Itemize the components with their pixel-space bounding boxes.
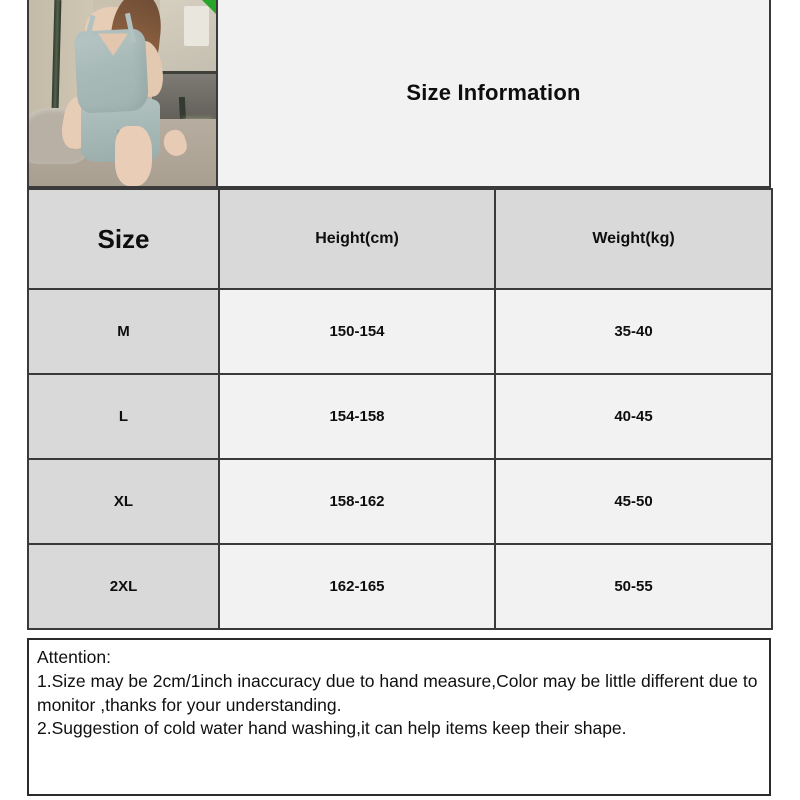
attention-block: Attention: 1.Size may be 2cm/1inch inacc…	[27, 638, 771, 796]
column-header-height: Height(cm)	[218, 188, 496, 290]
cell-size: XL	[27, 458, 220, 545]
table-row: 2XL 162-165 50-55	[27, 543, 773, 630]
page-title: Size Information	[406, 80, 581, 105]
column-header-weight: Weight(kg)	[494, 188, 773, 290]
cell-height: 158-162	[218, 458, 496, 545]
column-header-size: Size	[27, 188, 220, 290]
table-header-row: Size Height(cm) Weight(kg)	[27, 188, 773, 290]
cell-weight: 35-40	[494, 288, 773, 375]
product-photo-image	[29, 0, 216, 186]
attention-note-1: 1.Size may be 2cm/1inch inaccuracy due t…	[37, 671, 758, 715]
product-photo	[27, 0, 218, 188]
size-table: Size Height(cm) Weight(kg) M 150-154 35-…	[27, 188, 773, 630]
cell-height: 162-165	[218, 543, 496, 630]
table-row: L 154-158 40-45	[27, 373, 773, 460]
cell-size: 2XL	[27, 543, 220, 630]
attention-note-2: 2.Suggestion of cold water hand washing,…	[37, 717, 627, 738]
cell-weight: 45-50	[494, 458, 773, 545]
cell-weight: 40-45	[494, 373, 773, 460]
cell-weight: 50-55	[494, 543, 773, 630]
corner-flag-icon	[202, 0, 216, 14]
photo-model-leg-right	[115, 126, 153, 186]
header-band: Size Information	[27, 0, 771, 188]
title-cell: Size Information	[218, 0, 769, 188]
table-row: M 150-154 35-40	[27, 288, 773, 375]
cell-height: 154-158	[218, 373, 496, 460]
cell-height: 150-154	[218, 288, 496, 375]
cell-size: L	[27, 373, 220, 460]
attention-heading: Attention:	[37, 647, 111, 667]
table-row: XL 158-162 45-50	[27, 458, 773, 545]
cell-size: M	[27, 288, 220, 375]
